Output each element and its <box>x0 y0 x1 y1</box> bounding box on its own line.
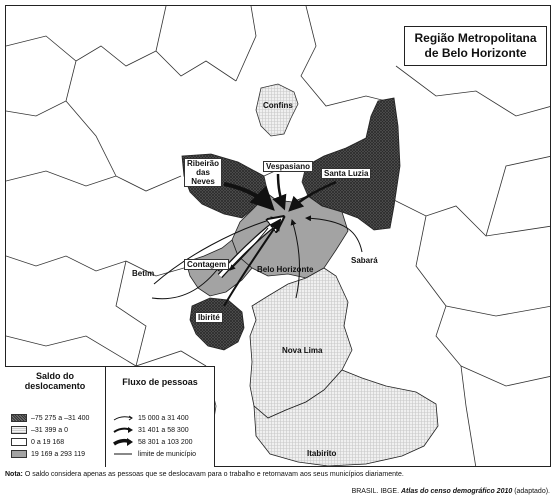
label-contagem: Contagem <box>184 259 230 270</box>
flow-medium-icon <box>113 427 133 433</box>
source-prefix: BRASIL. IBGE. <box>351 488 401 495</box>
note-text: O saldo considera apenas as pessoas que … <box>22 471 404 478</box>
boundary-line <box>385 195 550 237</box>
legend-saldo-title: Saldo do deslocamento <box>5 367 105 391</box>
label-nova-lima: Nova Lima <box>282 346 323 355</box>
boundary-line <box>465 405 477 466</box>
boundary-line <box>6 60 77 117</box>
label-vespasiano: Vespasiano <box>263 161 314 172</box>
label-confins: Confins <box>263 101 293 110</box>
flow-arrows <box>151 173 363 307</box>
source-suffix: (adaptado). <box>512 488 550 495</box>
label-ribeirao-line3: Neves <box>191 177 215 186</box>
legend-swatch-light <box>11 426 27 434</box>
legend-swatch-gray <box>11 450 27 458</box>
legend-saldo-label: –75 275 a –31 400 <box>31 414 90 422</box>
legend-saldo-title-line1: Saldo do <box>36 371 74 381</box>
boundary-line-icon <box>114 453 132 455</box>
region-confins <box>255 83 299 137</box>
map-title: Região Metropolitana de Belo Horizonte <box>404 26 547 66</box>
label-sabara: Sabará <box>351 256 378 265</box>
flow-arrow-betim-1 <box>153 216 277 285</box>
flow-thin-icon <box>113 415 133 421</box>
flow-arrow-ribeirao <box>223 182 275 211</box>
legend-fluxo: Fluxo de pessoas 15 000 a 31 400 31 401 … <box>106 367 214 467</box>
map-note: Nota: O saldo considera apenas as pessoa… <box>5 471 404 478</box>
note-label: Nota: <box>5 471 23 478</box>
boundary-line <box>300 6 387 107</box>
flow-arrow-ibirite <box>223 218 282 307</box>
legend-saldo-item: –75 275 a –31 400 <box>11 413 89 423</box>
legend-fluxo-item: 58 301 a 103 200 <box>112 437 193 447</box>
legend-fluxo-item: 31 401 a 58 300 <box>112 425 189 435</box>
legend-fluxo-item: limite de município <box>112 449 196 459</box>
source-citation: BRASIL. IBGE. Atlas do censo demográfico… <box>352 488 550 495</box>
boundary-line <box>6 335 207 367</box>
boundary-line <box>395 65 550 117</box>
boundary-line <box>115 260 147 367</box>
label-ribeirao-line1: Ribeirão <box>187 159 220 168</box>
legend-swatch-dark <box>11 414 27 422</box>
source-title: Atlas do censo demográfico 2010 <box>400 488 513 495</box>
boundary-line <box>6 255 192 277</box>
boundary-line <box>485 156 550 237</box>
map-canvas <box>6 6 550 466</box>
map-title-line2: de Belo Horizonte <box>424 46 527 60</box>
label-betim: Betim <box>132 269 155 278</box>
flow-arrow-sabara <box>305 215 363 253</box>
flow-arrow-contagem-back <box>229 227 269 271</box>
boundary-line <box>415 215 467 407</box>
flow-arrow-santa-luzia <box>288 180 337 212</box>
legend-saldo: Saldo do deslocamento –75 275 a –31 400 … <box>5 367 106 467</box>
flow-thick-icon <box>113 438 133 446</box>
boundary-line <box>155 6 167 52</box>
legend-fluxo-label: limite de município <box>138 450 196 458</box>
flow-arrow-betim-2 <box>151 265 221 300</box>
map-title-line1: Região Metropolitana <box>414 31 537 45</box>
legend-saldo-item: 0 a 19 168 <box>11 437 64 447</box>
label-ribeirao-line2: das <box>196 168 210 177</box>
legend-saldo-title-line2: deslocamento <box>24 381 86 391</box>
region-ibirite <box>189 297 245 351</box>
municipal-boundaries <box>6 6 550 466</box>
legend-saldo-item: –31 399 a 0 <box>11 425 68 435</box>
legend-swatch-white <box>11 438 27 446</box>
boundary-line <box>460 365 550 387</box>
label-santa-luzia: Santa Luzia <box>321 168 372 179</box>
region-itabirito <box>253 369 439 466</box>
label-ribeirao-das-neves: Ribeirão das Neves <box>184 158 223 187</box>
legend-saldo-label: –31 399 a 0 <box>31 426 68 434</box>
legend-fluxo-title: Fluxo de pessoas <box>122 377 198 387</box>
label-ibirite: Ibirité <box>195 312 223 323</box>
boundary-line <box>6 35 237 82</box>
legend: Saldo do deslocamento –75 275 a –31 400 … <box>5 366 215 467</box>
boundary-line <box>6 170 182 192</box>
label-itabirito: Itabirito <box>307 449 337 458</box>
boundary-line <box>235 6 257 82</box>
boundary-line <box>445 305 550 317</box>
legend-saldo-label: 0 a 19 168 <box>31 438 65 446</box>
boundary-line <box>65 100 117 177</box>
legend-saldo-label: 19 169 a 293 119 <box>31 450 85 458</box>
label-belo-horizonte: Belo Horizonte <box>257 265 314 274</box>
legend-fluxo-label: 58 301 a 103 200 <box>138 438 193 446</box>
flow-arrow-nova-lima <box>290 219 300 299</box>
legend-saldo-item: 19 169 a 293 119 <box>11 449 85 459</box>
flow-arrow-vespasiano <box>272 173 287 211</box>
legend-fluxo-label: 15 000 a 31 400 <box>138 414 189 422</box>
legend-fluxo-label: 31 401 a 58 300 <box>138 426 189 434</box>
legend-fluxo-item: 15 000 a 31 400 <box>112 413 189 423</box>
